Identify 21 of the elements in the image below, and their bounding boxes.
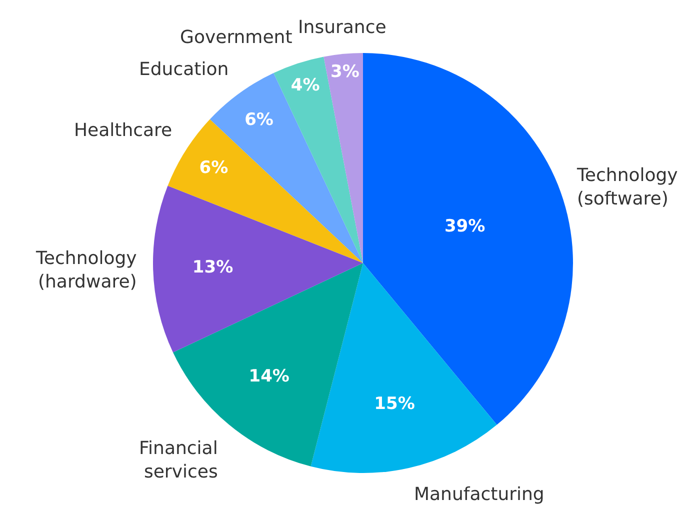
data-label: 39% [444,216,486,236]
pie-slice [274,56,363,263]
data-label: 14% [248,366,290,386]
pie-slice [324,53,363,263]
slice-label: Financial services [139,438,218,482]
data-label: 6% [244,110,274,130]
pie-slice [310,263,497,473]
pie-slice [363,53,573,425]
slice-label: Manufacturing [414,484,544,505]
slice-label: Government [180,27,292,48]
data-label: 13% [192,258,234,278]
slice-label: Healthcare [74,120,172,141]
data-label: 6% [199,158,228,178]
slice-label: Education [139,59,229,80]
data-label: 4% [290,76,320,96]
data-label: 3% [330,62,360,82]
slice-label: Insurance [298,17,386,38]
slice-label: Technology (software) [576,165,678,210]
data-label: 15% [374,394,415,414]
pie-slice [153,186,363,352]
slice-label: Technology (hardware) [35,248,138,292]
